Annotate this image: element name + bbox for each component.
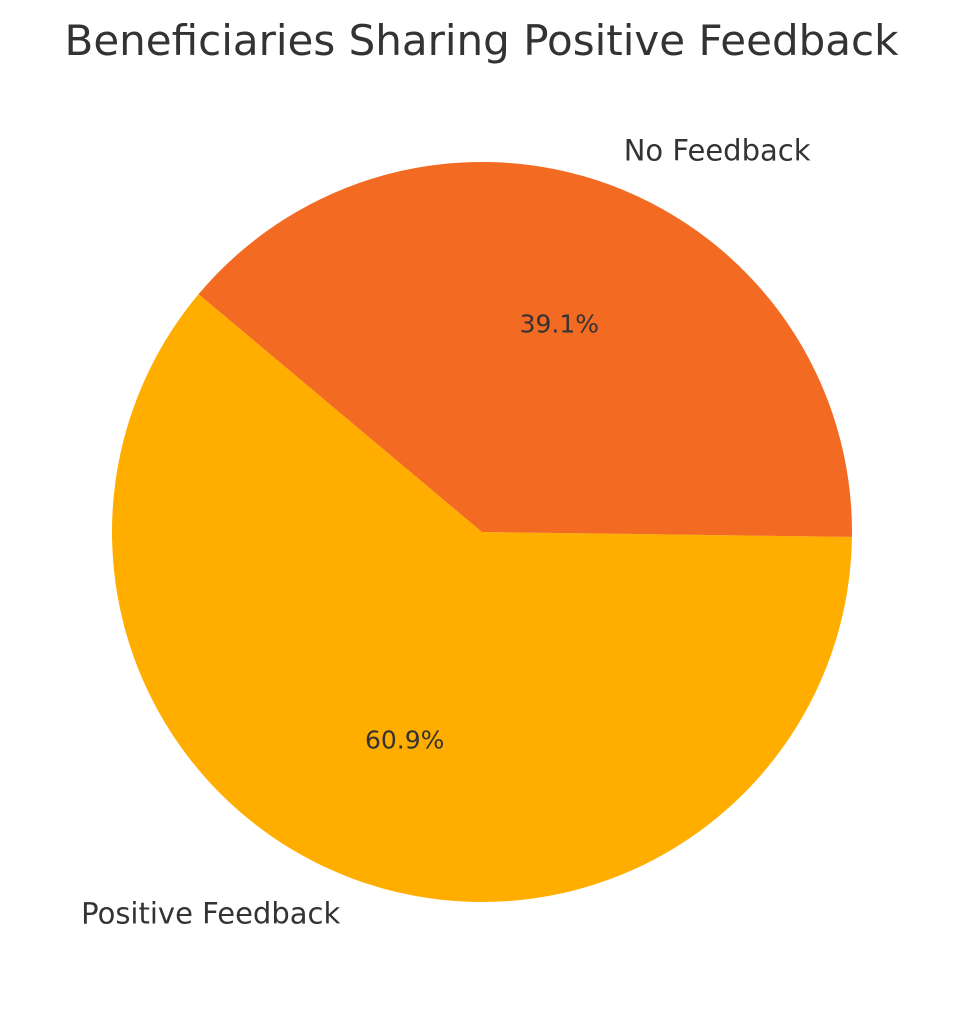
pie-slice-no-feedback <box>198 161 853 537</box>
pie-percent-label: 39.1% <box>520 309 599 338</box>
pie-slices <box>112 161 853 902</box>
pie-percent-label: 60.9% <box>365 726 444 755</box>
pie-slice-positive-feedback <box>112 294 852 902</box>
pie-category-label: No Feedback <box>624 133 811 167</box>
chart-title: Beneficiaries Sharing Positive Feedback <box>65 16 900 65</box>
pie-labels: 60.9% Positive Feedback 39.1% No Feedback <box>81 133 811 930</box>
pie-category-label: Positive Feedback <box>81 897 340 931</box>
